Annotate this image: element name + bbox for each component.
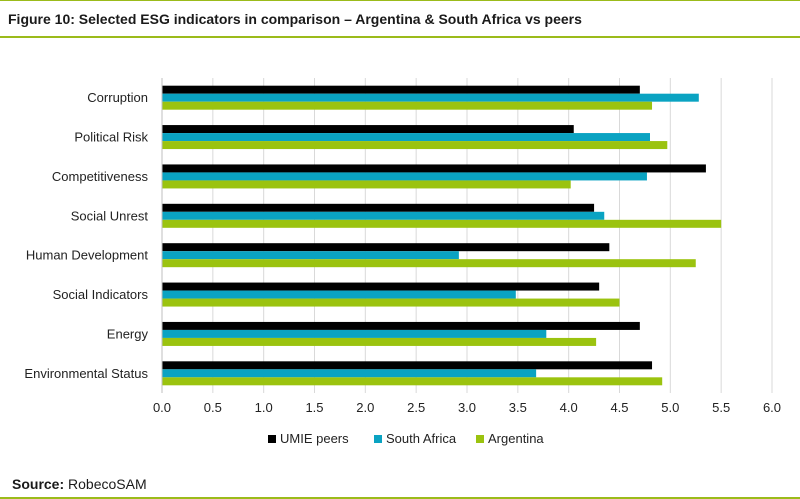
bar-south-africa (162, 211, 605, 220)
legend-swatch (374, 435, 382, 443)
chart: 0.0 0.5 1.0 1.5 2.0 2.5 3.0 3.5 4.0 4.5 5.0 5.5 6.0 C… (0, 40, 800, 460)
x-tick-label: 2.0 (356, 400, 374, 415)
bar-south-africa (162, 133, 650, 142)
x-tick-label: 1.5 (305, 400, 323, 415)
x-tick-label: 6.0 (763, 400, 781, 415)
bar-chart-svg: 0.0 0.5 1.0 1.5 2.0 2.5 3.0 3.5 4.0 4.5 5.0 5.5 6.0 C… (24, 78, 781, 446)
x-tick-label: 4.5 (610, 400, 628, 415)
figure-title: Figure 10: Selected ESG indicators in co… (8, 11, 582, 27)
x-tick-label: 0.5 (204, 400, 222, 415)
bar-umie-peers (162, 85, 640, 94)
x-tick-label: 5.5 (712, 400, 730, 415)
bar-argentina (162, 180, 571, 189)
category-label: Corruption (87, 90, 148, 105)
bottom-rule (0, 497, 800, 499)
bar-argentina (162, 259, 696, 268)
bar-umie-peers (162, 125, 574, 134)
x-tick-label: 2.5 (407, 400, 425, 415)
bar-argentina (162, 377, 663, 386)
bar-argentina (162, 101, 653, 110)
x-tick-label: 4.0 (560, 400, 578, 415)
bar-argentina (162, 298, 620, 307)
bar-argentina (162, 141, 668, 150)
x-tick-label: 5.0 (661, 400, 679, 415)
bar-umie-peers (162, 361, 653, 370)
bar-south-africa (162, 93, 699, 102)
category-label: Environmental Status (24, 366, 148, 381)
source-line: Source: RobecoSAM (12, 476, 147, 492)
x-tick-label: 3.0 (458, 400, 476, 415)
bar-south-africa (162, 329, 547, 338)
bar-argentina (162, 337, 597, 346)
bar-south-africa (162, 172, 647, 181)
x-tick-label: 1.0 (255, 400, 273, 415)
legend-label: South Africa (386, 431, 457, 446)
title-bar: Figure 10: Selected ESG indicators in co… (0, 0, 800, 38)
bar-umie-peers (162, 243, 610, 252)
bar-south-africa (162, 251, 459, 260)
bar-umie-peers (162, 282, 600, 291)
bar-south-africa (162, 369, 537, 378)
bar-umie-peers (162, 164, 706, 173)
category-label: Competitiveness (52, 169, 149, 184)
x-tick-label: 0.0 (153, 400, 171, 415)
x-tick-label: 3.5 (509, 400, 527, 415)
legend-label: Argentina (488, 431, 544, 446)
legend-label: UMIE peers (280, 431, 349, 446)
category-label: Political Risk (74, 130, 148, 145)
category-label: Social Indicators (53, 287, 149, 302)
bar-umie-peers (162, 321, 640, 330)
category-label: Human Development (26, 248, 149, 263)
legend-swatch (268, 435, 276, 443)
bar-south-africa (162, 290, 516, 299)
legend-swatch (476, 435, 484, 443)
source-label: Source: (12, 476, 65, 492)
bar-umie-peers (162, 203, 595, 212)
bar-argentina (162, 219, 722, 228)
source-value: RobecoSAM (68, 476, 147, 492)
category-label: Social Unrest (71, 208, 149, 223)
category-label: Energy (107, 326, 149, 341)
